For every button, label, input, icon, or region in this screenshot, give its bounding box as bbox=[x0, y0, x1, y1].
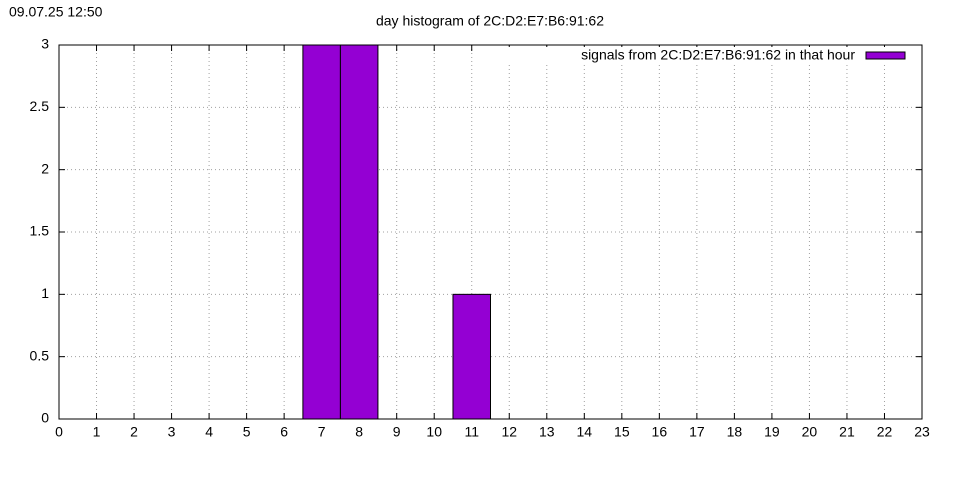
x-tick-label: 17 bbox=[689, 424, 705, 440]
chart-title: day histogram of 2C:D2:E7:B6:91:62 bbox=[376, 13, 604, 29]
bar bbox=[339, 44, 379, 420]
x-tick-label: 18 bbox=[727, 424, 743, 440]
x-tick-label: 19 bbox=[764, 424, 780, 440]
x-tick-label: 23 bbox=[914, 424, 930, 440]
x-tick-label: 7 bbox=[318, 424, 326, 440]
x-tick-label: 16 bbox=[652, 424, 668, 440]
x-tick-label: 0 bbox=[55, 424, 63, 440]
legend-swatch bbox=[865, 51, 906, 60]
x-tick-label: 6 bbox=[280, 424, 288, 440]
y-tick-label: 1 bbox=[41, 285, 49, 301]
x-tick-label: 21 bbox=[839, 424, 855, 440]
x-tick-label: 20 bbox=[802, 424, 818, 440]
x-tick-label: 22 bbox=[877, 424, 893, 440]
x-tick-label: 15 bbox=[614, 424, 630, 440]
plot-border bbox=[58, 44, 923, 420]
bar bbox=[452, 293, 492, 420]
x-tick-label: 14 bbox=[577, 424, 593, 440]
legend-label: signals from 2C:D2:E7:B6:91:62 in that h… bbox=[581, 47, 855, 63]
timestamp: 09.07.25 12:50 bbox=[9, 4, 103, 20]
y-tick-label: 2 bbox=[41, 160, 49, 176]
y-tick-label: 0 bbox=[41, 410, 49, 426]
x-tick-label: 2 bbox=[130, 424, 138, 440]
x-tick-label: 12 bbox=[501, 424, 517, 440]
x-tick-label: 10 bbox=[426, 424, 442, 440]
y-tick-label: 2.5 bbox=[30, 98, 50, 114]
bar bbox=[302, 44, 341, 420]
x-tick-label: 13 bbox=[539, 424, 555, 440]
y-tick-label: 1.5 bbox=[30, 223, 50, 239]
y-tick-label: 0.5 bbox=[30, 347, 50, 363]
x-tick-label: 4 bbox=[205, 424, 213, 440]
x-tick-label: 5 bbox=[243, 424, 251, 440]
x-tick-label: 9 bbox=[393, 424, 401, 440]
y-tick-label: 3 bbox=[41, 36, 49, 52]
x-tick-label: 1 bbox=[93, 424, 101, 440]
x-tick-label: 8 bbox=[355, 424, 363, 440]
legend-box bbox=[495, 47, 915, 65]
x-tick-label: 3 bbox=[168, 424, 176, 440]
x-tick-label: 11 bbox=[464, 424, 479, 440]
